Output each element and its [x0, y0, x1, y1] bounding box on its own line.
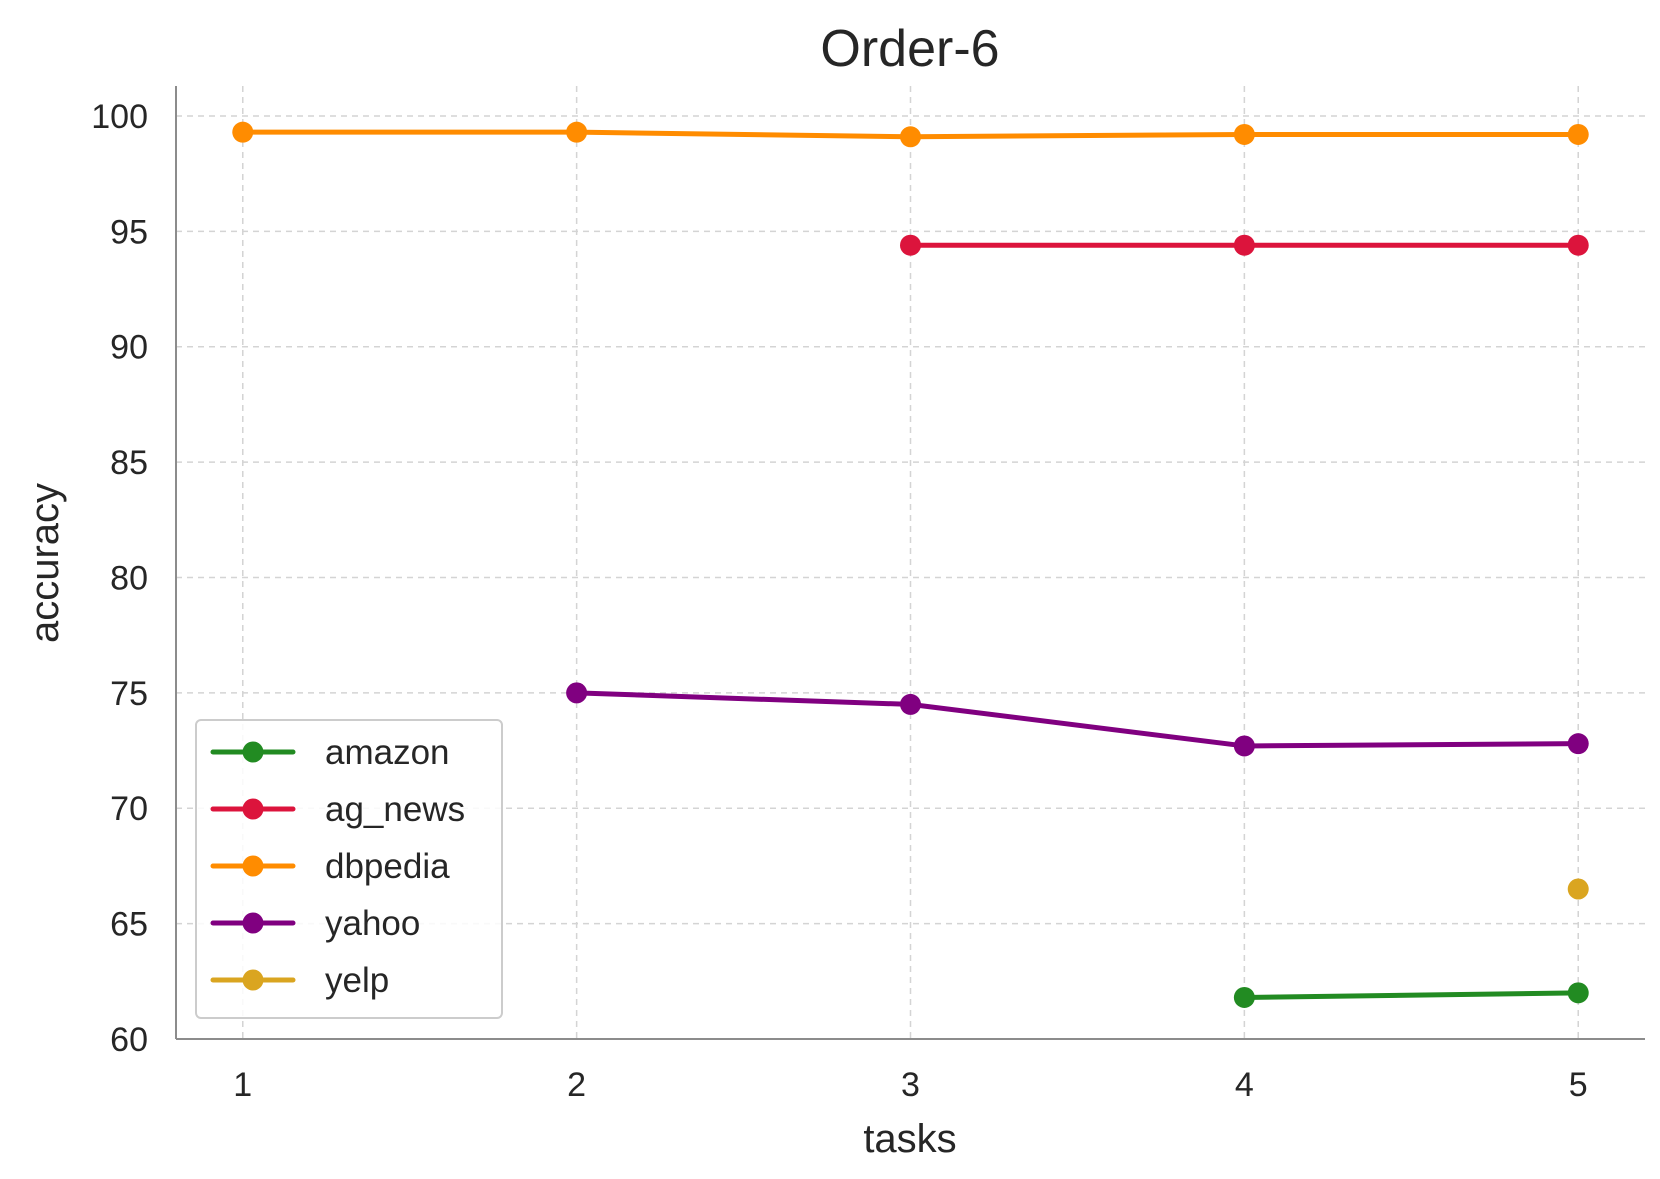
y-tick-label: 75 [110, 675, 148, 713]
legend-marker [242, 798, 264, 820]
legend-item-yahoo: yahoo [210, 904, 420, 943]
y-tick-label: 60 [110, 1021, 148, 1059]
x-tick-label: 5 [1569, 1066, 1588, 1104]
x-axis-label: tasks [863, 1117, 956, 1161]
y-axis-label: accuracy [23, 483, 67, 643]
data-point [1233, 123, 1255, 145]
data-point [566, 682, 588, 704]
legend-label: ag_news [325, 790, 465, 829]
data-point [900, 693, 921, 715]
x-tick-labels: 1 2 3 4 5 [233, 1066, 1587, 1104]
data-point [1233, 986, 1255, 1008]
legend-item-dbpedia: dbpedia [210, 847, 450, 886]
series-layer [232, 121, 1589, 1008]
series-line [1241, 990, 1581, 1000]
legend-marker [242, 969, 264, 991]
x-tick-label: 3 [901, 1066, 920, 1104]
y-tick-label: 80 [110, 559, 148, 597]
x-tick-label: 4 [1235, 1066, 1254, 1104]
legend-frame [195, 719, 503, 1019]
series-ag_news [900, 234, 1589, 256]
legend-marker [242, 741, 264, 763]
legend-label: yahoo [325, 904, 420, 943]
legend-marker [242, 912, 264, 934]
y-tick-label: 100 [91, 98, 148, 136]
data-point [1567, 733, 1589, 755]
series-line [574, 690, 1581, 749]
legend-label: dbpedia [325, 847, 450, 886]
data-point [1567, 982, 1589, 1004]
legend-item-amazon: amazon [210, 733, 450, 772]
data-point [1233, 735, 1255, 757]
legend-label: yelp [325, 961, 389, 1000]
y-tick-label: 85 [110, 444, 148, 482]
series-dbpedia [232, 121, 1589, 148]
data-point [1567, 123, 1589, 145]
y-tick-label: 95 [110, 213, 148, 251]
y-tick-labels: 60 65 70 75 80 85 90 95 100 [91, 98, 148, 1059]
y-tick-label: 90 [110, 329, 148, 367]
data-point [1567, 234, 1589, 256]
data-point [900, 234, 921, 256]
series-amazon [1233, 982, 1589, 1008]
chart-title: Order-6 [820, 20, 999, 78]
y-tick-label: 70 [110, 790, 148, 828]
data-point [900, 126, 921, 148]
data-point [1567, 878, 1589, 900]
legend-marker [242, 855, 264, 877]
legend-item-yelp: yelp [210, 961, 389, 1000]
data-point [566, 121, 588, 143]
x-tick-label: 2 [567, 1066, 586, 1104]
data-point [1233, 234, 1255, 256]
series-yahoo [566, 682, 1589, 757]
x-tick-label: 1 [233, 1066, 252, 1104]
legend-item-ag_news: ag_news [210, 790, 465, 829]
data-point [232, 121, 254, 143]
series-yelp [1567, 878, 1589, 900]
y-tick-label: 65 [110, 906, 148, 944]
legend-label: amazon [325, 733, 450, 772]
